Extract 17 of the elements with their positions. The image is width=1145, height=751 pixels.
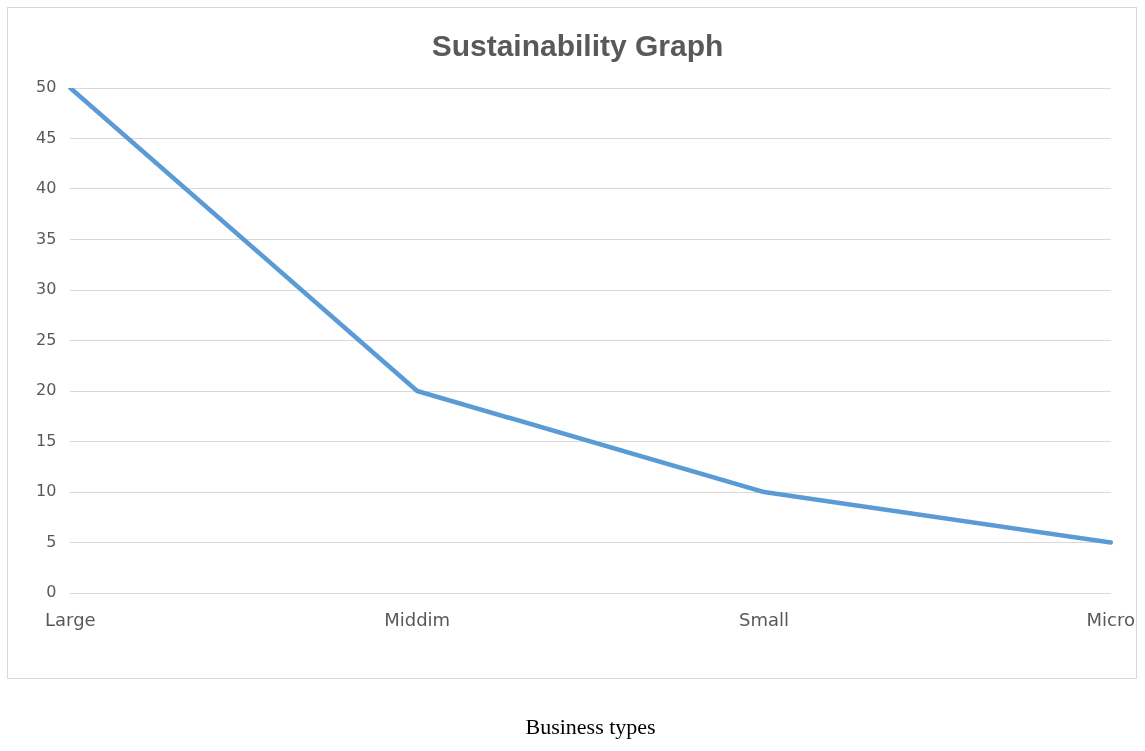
y-tick-label: 20 (36, 380, 57, 400)
y-tick-label: 0 (46, 582, 57, 602)
x-tick-label: Micro (1086, 609, 1135, 631)
x-axis-title: Business types (525, 713, 656, 739)
y-tick-label: 45 (36, 127, 57, 147)
y-tick-label: 5 (46, 531, 57, 551)
y-tick-label: 35 (36, 228, 57, 248)
x-tick-label: Middim (384, 609, 451, 631)
y-tick-label: 30 (36, 279, 57, 299)
y-tick-label: 25 (36, 329, 57, 349)
y-tick-label: 10 (36, 481, 57, 501)
chart-title: Sustainability Graph (431, 29, 724, 63)
y-tick-label: 15 (36, 430, 57, 450)
x-tick-label: Large (45, 609, 96, 631)
y-tick-label: 40 (36, 178, 57, 198)
x-tick-label: Small (738, 609, 789, 631)
y-tick-label: 50 (36, 77, 57, 97)
